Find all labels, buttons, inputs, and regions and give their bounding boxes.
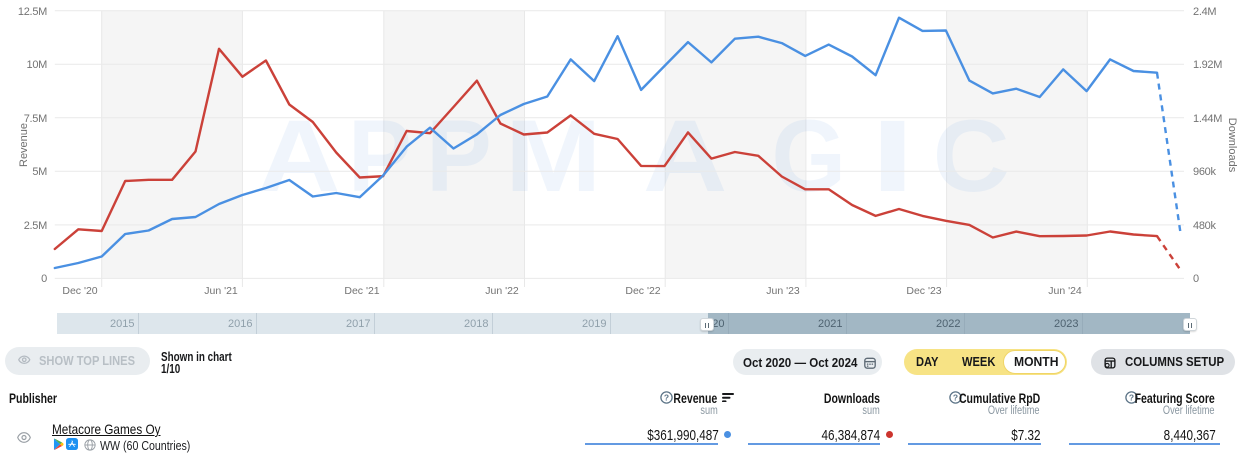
svg-text:?: ? — [952, 392, 957, 402]
svg-text:A: A — [258, 99, 341, 213]
svg-text:C: C — [933, 99, 1010, 213]
svg-text:M: M — [505, 99, 602, 213]
svg-text:I: I — [870, 99, 915, 213]
svg-text:A: A — [643, 99, 728, 213]
svg-text:P: P — [426, 99, 492, 213]
svg-text:?: ? — [1128, 392, 1133, 402]
svg-text:G: G — [772, 99, 847, 213]
svg-text:?: ? — [664, 392, 669, 402]
